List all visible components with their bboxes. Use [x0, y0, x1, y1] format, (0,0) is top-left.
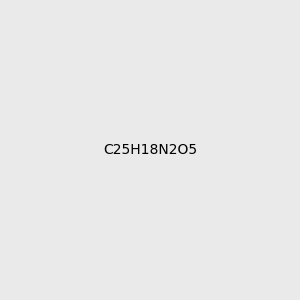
Text: C25H18N2O5: C25H18N2O5 — [103, 143, 197, 157]
